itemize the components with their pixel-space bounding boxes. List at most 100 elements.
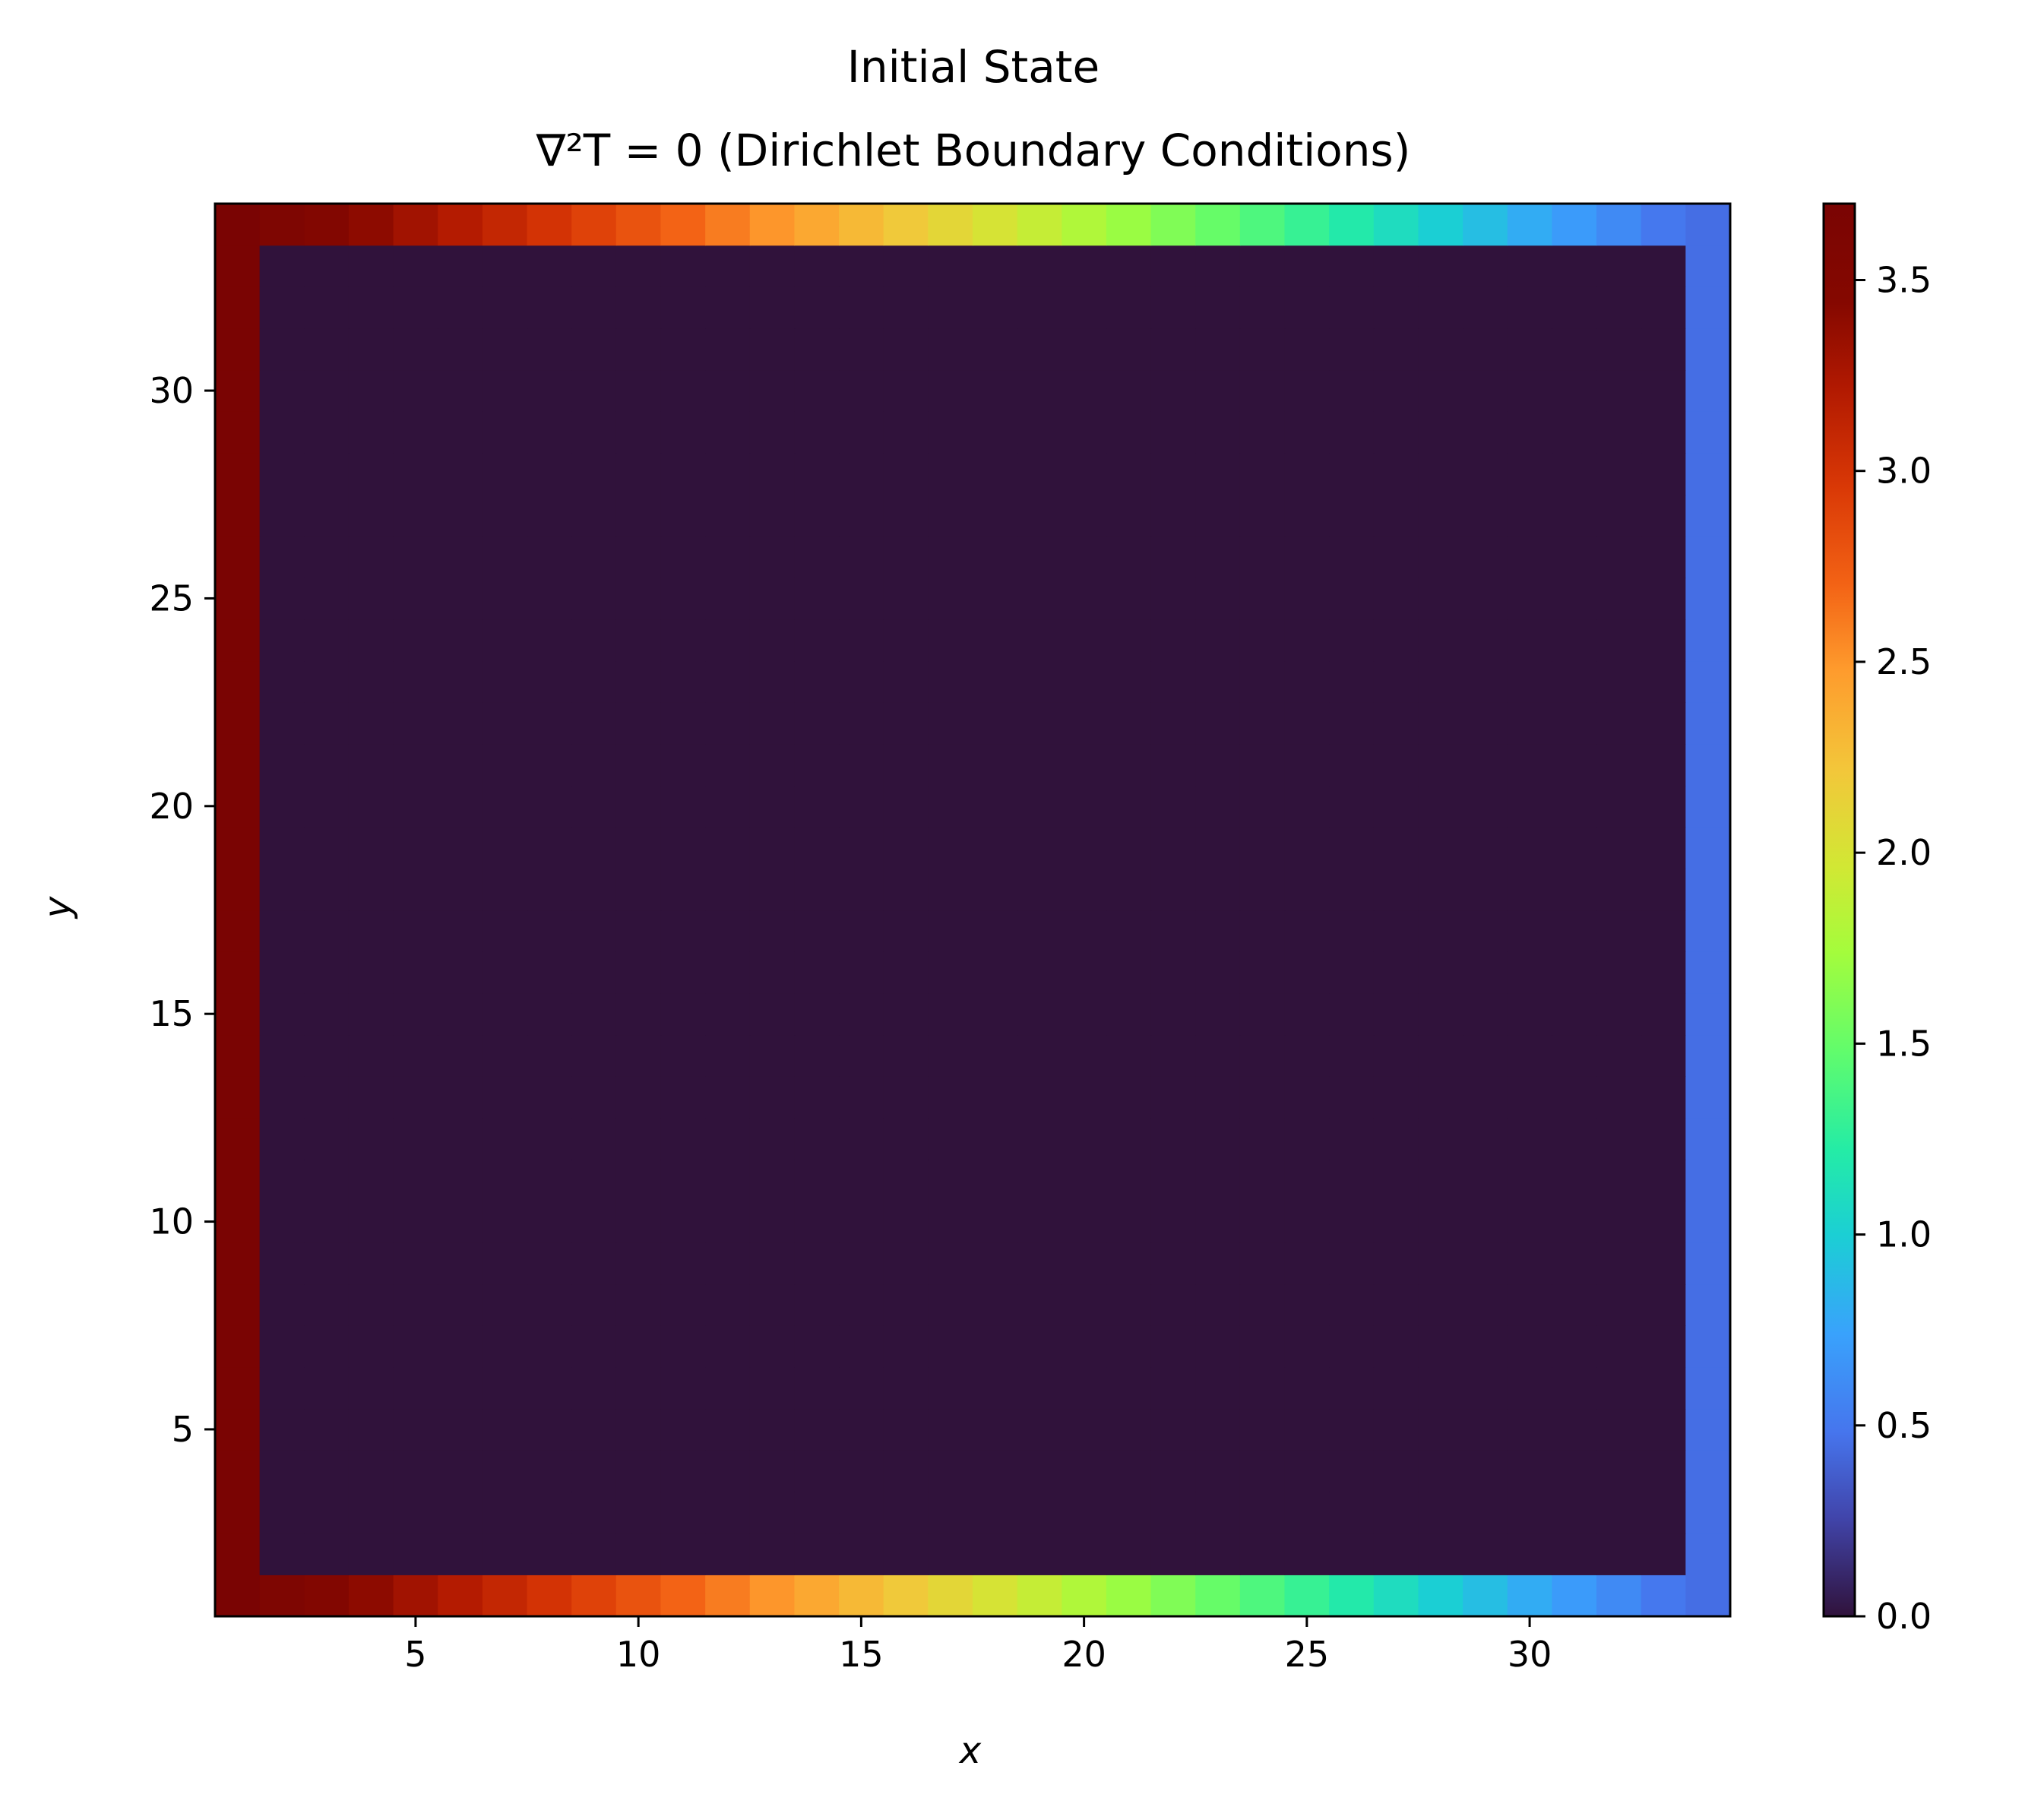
heatmap-cell xyxy=(1507,827,1553,869)
heatmap-cell xyxy=(973,1034,1018,1077)
heatmap-cell xyxy=(1150,743,1196,786)
heatmap-cell xyxy=(1418,951,1463,994)
heatmap-cell xyxy=(1685,910,1731,952)
heatmap-cell xyxy=(660,1408,706,1451)
heatmap-cell xyxy=(1641,1076,1686,1119)
heatmap-cell xyxy=(438,1366,483,1410)
heatmap-cell xyxy=(1418,827,1463,869)
heatmap-cell xyxy=(883,827,929,869)
heatmap-cell xyxy=(1418,578,1463,620)
heatmap-cell xyxy=(1373,1408,1419,1451)
heatmap-cell xyxy=(1284,369,1330,412)
heatmap-cell xyxy=(1463,827,1508,869)
heatmap-cell xyxy=(1418,1325,1463,1368)
heatmap-cell xyxy=(1017,328,1062,371)
heatmap-cell xyxy=(839,453,884,495)
heatmap-cell xyxy=(1463,328,1508,371)
heatmap-cell xyxy=(438,453,483,495)
heatmap-cell xyxy=(1463,245,1508,287)
heatmap-cell xyxy=(1062,1408,1107,1451)
heatmap-cell xyxy=(839,1117,884,1160)
heatmap-cell xyxy=(215,619,261,662)
heatmap-cell xyxy=(928,286,973,329)
heatmap-cell xyxy=(794,494,840,537)
heatmap-cell xyxy=(839,1034,884,1077)
heatmap-cell xyxy=(1106,245,1152,287)
heatmap-cell xyxy=(1150,369,1196,412)
heatmap-cell xyxy=(1329,1283,1375,1326)
heatmap-cell xyxy=(1195,204,1241,246)
heatmap-cell xyxy=(1150,992,1196,1036)
heatmap-cell xyxy=(705,453,751,495)
heatmap-cell xyxy=(660,1491,706,1534)
heatmap-cell xyxy=(1463,785,1508,828)
heatmap-cell xyxy=(1641,992,1686,1036)
heatmap-cell xyxy=(1641,1408,1686,1451)
heatmap-cell xyxy=(304,328,350,371)
heatmap-cell xyxy=(1552,453,1597,495)
heatmap-cell xyxy=(438,1408,483,1451)
heatmap-cell xyxy=(660,743,706,786)
heatmap-cell xyxy=(482,1575,528,1617)
heatmap-cell xyxy=(482,1533,528,1575)
heatmap-cell xyxy=(1552,743,1597,786)
heatmap-cell xyxy=(438,328,483,371)
heatmap-cell xyxy=(1239,1491,1286,1534)
heatmap-cell xyxy=(928,1242,973,1285)
heatmap-cell xyxy=(393,1408,438,1451)
heatmap-cell xyxy=(571,660,617,703)
heatmap-cell xyxy=(1284,1491,1330,1534)
heatmap-cell xyxy=(1239,951,1286,994)
heatmap-cell xyxy=(1552,868,1597,911)
heatmap-cell xyxy=(571,453,617,495)
heatmap-cell xyxy=(215,702,261,745)
heatmap-cell xyxy=(1463,1076,1508,1119)
x-axis-label: x xyxy=(958,1730,982,1772)
heatmap-cell xyxy=(1329,1076,1375,1119)
heatmap-cell xyxy=(571,827,617,869)
heatmap-cell xyxy=(1239,1117,1286,1160)
heatmap-cell xyxy=(1552,494,1597,537)
heatmap-cell xyxy=(660,660,706,703)
heatmap-cell xyxy=(1106,1575,1152,1617)
heatmap-cell xyxy=(348,286,394,329)
heatmap-cell xyxy=(973,951,1018,994)
heatmap-cell xyxy=(1150,702,1196,745)
heatmap-cell xyxy=(1641,660,1686,703)
heatmap-cell xyxy=(1284,1034,1330,1077)
heatmap-cell xyxy=(304,1117,350,1160)
heatmap-cell xyxy=(571,411,617,454)
heatmap-cell xyxy=(1373,1450,1419,1492)
heatmap-cell xyxy=(749,1034,796,1077)
heatmap-cell xyxy=(660,1575,706,1617)
heatmap-cell xyxy=(839,1491,884,1534)
heatmap-cell xyxy=(393,743,438,786)
heatmap-cell xyxy=(660,1450,706,1492)
heatmap-cell xyxy=(705,1491,751,1534)
heatmap-cell xyxy=(1685,453,1731,495)
heatmap-cell xyxy=(259,1491,305,1534)
heatmap-cell xyxy=(1150,1034,1196,1077)
heatmap-cell xyxy=(571,1076,617,1119)
heatmap-cell xyxy=(1106,910,1152,952)
heatmap-cell xyxy=(1552,536,1597,578)
heatmap-cell xyxy=(1150,1366,1196,1410)
heatmap-cell xyxy=(1685,743,1731,786)
chart-title: Initial State xyxy=(847,41,1100,93)
heatmap-cell xyxy=(527,785,572,828)
heatmap-cell xyxy=(839,1076,884,1119)
heatmap-cell xyxy=(660,1533,706,1575)
heatmap-cell xyxy=(749,204,796,246)
heatmap-cell xyxy=(1596,1450,1642,1492)
heatmap-cell xyxy=(393,1575,438,1617)
heatmap-cell xyxy=(973,785,1018,828)
heatmap-cell xyxy=(259,743,305,786)
heatmap-cell xyxy=(615,1201,662,1243)
heatmap-cell xyxy=(393,328,438,371)
heatmap-cell xyxy=(794,910,840,952)
heatmap-cell xyxy=(839,286,884,329)
heatmap-cell xyxy=(749,453,796,495)
heatmap-cell xyxy=(1239,1408,1286,1451)
heatmap-cell xyxy=(749,743,796,786)
heatmap-cell xyxy=(660,1117,706,1160)
